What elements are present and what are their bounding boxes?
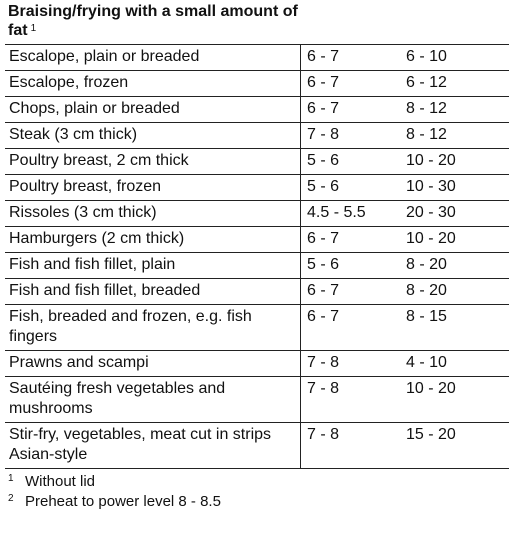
table-row: Rissoles (3 cm thick) 4.5 - 5.5 20 - 30 [5,200,509,227]
power-level-cell: 4.5 - 5.5 [300,200,400,227]
food-cell: Sautéing fresh vegetables and mushrooms [5,376,301,423]
table-row: Sautéing fresh vegetables and mushrooms 7… [5,376,509,423]
section-title-text: Braising/frying with a small amount of f… [8,3,298,39]
table-row: Poultry breast, 2 cm thick 5 - 6 10 - 20 [5,148,509,175]
power-level-cell: 7 - 8 [300,376,400,423]
food-cell: Poultry breast, 2 cm thick [5,148,301,175]
cooking-time-cell: 20 - 30 [400,200,509,227]
food-cell: Poultry breast, frozen [5,174,301,201]
power-level-cell: 6 - 7 [300,226,400,253]
food-cell: Hamburgers (2 cm thick) [5,226,301,253]
power-level-cell: 7 - 8 [300,422,400,469]
power-level-cell: 5 - 6 [300,174,400,201]
cooking-time-cell: 10 - 20 [400,148,509,175]
power-level-cell: 6 - 7 [300,96,400,123]
food-cell: Chops, plain or breaded [5,96,301,123]
table-row: Poultry breast, frozen 5 - 6 10 - 30 [5,174,509,201]
footnote-text: Preheat to power level 8 - 8.5 [25,493,221,510]
footnote-text: Without lid [25,473,96,490]
cooking-time-cell: 8 - 15 [400,304,509,351]
food-cell: Escalope, plain or breaded [5,44,301,71]
section-title: Braising/frying with a small amount of f… [5,2,298,40]
cooking-time-cell: 15 - 20 [400,422,509,469]
power-level-cell: 6 - 7 [300,44,400,71]
cooking-time-cell: 10 - 20 [400,376,509,423]
table-row: Stir-fry, vegetables, meat cut in strips… [5,422,509,469]
food-cell: Steak (3 cm thick) [5,122,301,149]
power-level-cell: 6 - 7 [300,278,400,305]
cooking-time-cell: 8 - 12 [400,122,509,149]
cooking-time-cell: 8 - 20 [400,252,509,279]
cooking-time-cell: 6 - 12 [400,70,509,97]
food-cell: Prawns and scampi [5,350,301,377]
table-row: Fish, breaded and frozen, e.g. fish fing… [5,304,509,351]
footnote-marker: 1 [8,473,14,484]
food-cell: Fish and fish fillet, breaded [5,278,301,305]
power-level-cell: 5 - 6 [300,148,400,175]
power-level-cell: 7 - 8 [300,122,400,149]
food-cell: Stir-fry, vegetables, meat cut in strips… [5,422,301,469]
footnote-marker: 2 [8,493,14,504]
cooking-time-cell: 10 - 20 [400,226,509,253]
table-row: Hamburgers (2 cm thick) 6 - 7 10 - 20 [5,226,509,253]
food-cell: Fish, breaded and frozen, e.g. fish fing… [5,304,301,351]
footnote: 1 Without lid [8,472,514,492]
footnote: 2 Preheat to power level 8 - 8.5 [8,492,514,512]
power-level-cell: 6 - 7 [300,304,400,351]
power-level-cell: 7 - 8 [300,350,400,377]
cooking-time-cell: 8 - 20 [400,278,509,305]
footnotes: 1 Without lid 2 Preheat to power level 8 - … [5,472,514,512]
power-level-cell: 5 - 6 [300,252,400,279]
food-cell: Escalope, frozen [5,70,301,97]
power-level-cell: 6 - 7 [300,70,400,97]
food-cell: Rissoles (3 cm thick) [5,200,301,227]
cooking-time-cell: 8 - 12 [400,96,509,123]
cooking-time-cell: 6 - 10 [400,44,509,71]
cooking-time-cell: 10 - 30 [400,174,509,201]
section-title-footnote-ref: 1 [30,23,37,34]
cooking-time-cell: 4 - 10 [400,350,509,377]
food-cell: Fish and fish fillet, plain [5,252,301,279]
